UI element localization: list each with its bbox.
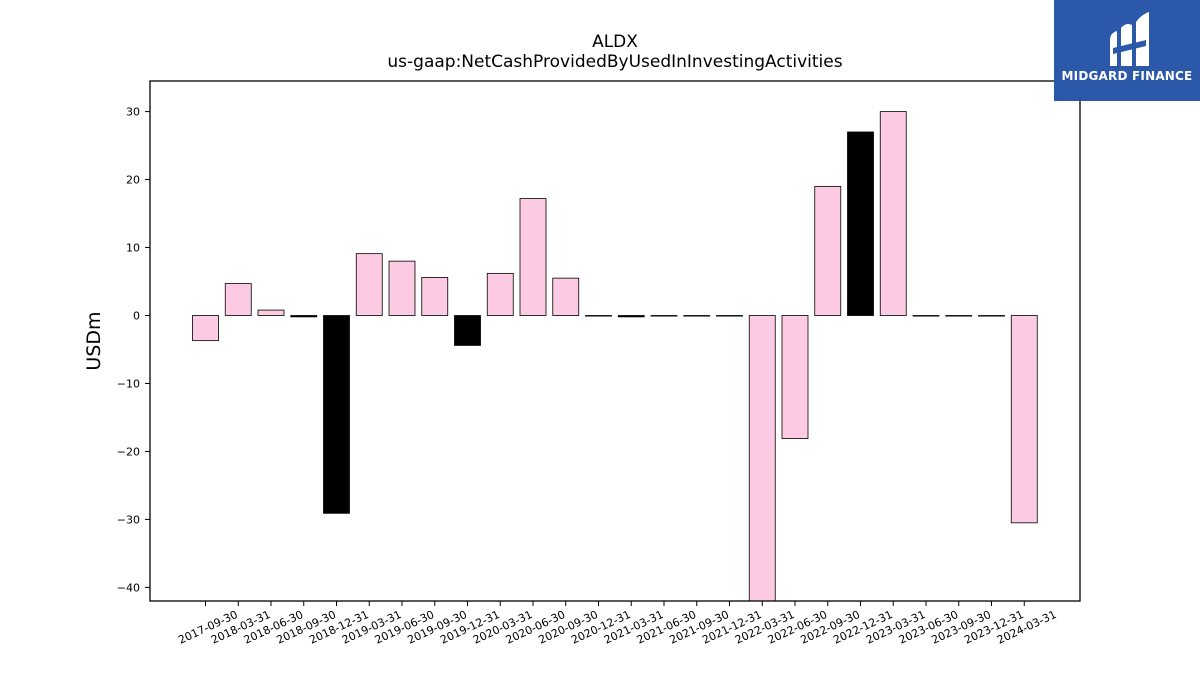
y-axis-label: USDm xyxy=(83,311,105,370)
bar xyxy=(781,315,809,439)
y-tick-label: −10 xyxy=(117,377,140,390)
bar xyxy=(617,315,645,318)
bar xyxy=(650,315,678,317)
bar xyxy=(978,315,1005,317)
bar xyxy=(814,185,842,316)
bar xyxy=(388,260,416,316)
y-tick-label: 30 xyxy=(126,106,140,119)
bar xyxy=(192,315,219,342)
plot-frame xyxy=(149,80,1081,602)
bar xyxy=(421,277,449,316)
bar xyxy=(585,315,612,317)
bar xyxy=(748,315,776,602)
bar xyxy=(847,131,874,316)
y-tick-label: −40 xyxy=(117,581,140,594)
bar xyxy=(224,283,252,316)
logo-mark-icon xyxy=(1110,12,1149,66)
bar xyxy=(519,198,547,316)
bar xyxy=(716,315,743,317)
bar xyxy=(1010,315,1038,524)
bar xyxy=(257,309,285,316)
y-tick-label: 0 xyxy=(133,310,140,323)
bar xyxy=(912,315,940,317)
logo-text: MIDGARD FINANCE xyxy=(1061,69,1193,83)
midgard-finance-logo: MIDGARD FINANCE xyxy=(1054,0,1200,101)
y-tick-label: −20 xyxy=(117,445,140,458)
bar xyxy=(683,315,711,317)
y-tick-label: 10 xyxy=(126,242,140,255)
bar xyxy=(945,315,973,317)
bar xyxy=(879,111,907,316)
y-tick-label: 20 xyxy=(126,174,140,187)
bar xyxy=(552,277,580,316)
bar xyxy=(486,272,514,316)
bar xyxy=(355,253,383,316)
chart-subtitle: us-gaap:NetCashProvidedByUsedInInvesting… xyxy=(387,52,843,72)
bar xyxy=(290,315,318,318)
bar xyxy=(454,315,481,346)
chart-title: ALDX xyxy=(592,32,638,52)
bar xyxy=(323,315,350,514)
y-tick-label: −30 xyxy=(117,513,140,526)
